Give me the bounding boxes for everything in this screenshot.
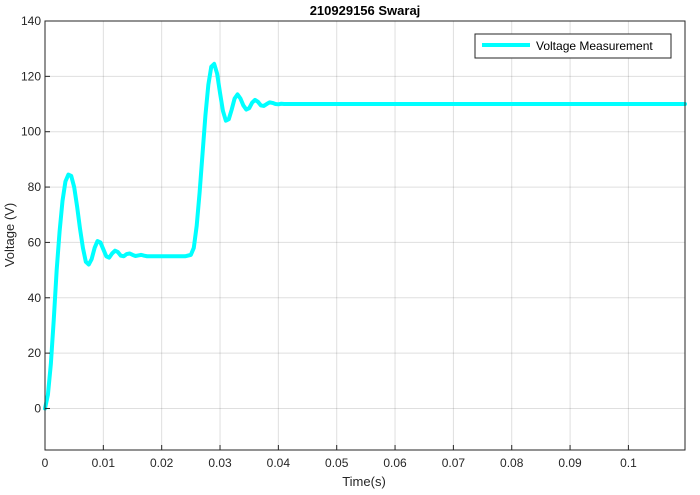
y-tick-label: 120 <box>21 69 41 83</box>
x-tick-label: 0.07 <box>442 456 466 470</box>
y-tick-label: 40 <box>28 291 42 305</box>
series-group <box>43 61 687 411</box>
y-tick-label: 140 <box>21 14 41 28</box>
plot-frame <box>44 20 686 451</box>
legend-entry-voltage-measurement: Voltage Measurement <box>536 39 653 53</box>
x-axis-label: Time(s) <box>342 474 386 489</box>
x-tick-label: 0.05 <box>325 456 349 470</box>
y-tick-label: 0 <box>34 401 41 415</box>
x-tick-label: 0.01 <box>92 456 116 470</box>
x-tick-label: 0.08 <box>500 456 524 470</box>
y-tick-label: 100 <box>21 125 41 139</box>
x-tick-label: 0.1 <box>620 456 637 470</box>
x-tick-label: 0.02 <box>150 456 174 470</box>
y-tick-label: 80 <box>28 180 42 194</box>
y-tick-label: 20 <box>28 346 42 360</box>
x-tick-label: 0.09 <box>558 456 582 470</box>
chart-title: 210929156 Swaraj <box>310 3 421 18</box>
y-axis-label: Voltage (V) <box>2 203 17 267</box>
x-tick-label: 0.04 <box>267 456 291 470</box>
x-tick-label: 0.06 <box>383 456 407 470</box>
ticks: 0 0.01 0.02 0.03 0.04 0.05 0.06 0.07 0.08 0.09 0.1… <box>21 14 637 470</box>
y-tick-label: 60 <box>28 235 42 249</box>
legend: Voltage Measurement <box>474 33 672 59</box>
x-tick-label: 0.03 <box>208 456 232 470</box>
plot-area <box>45 21 685 450</box>
series-line-voltage-measurement <box>43 61 687 411</box>
x-tick-label: 0 <box>42 456 49 470</box>
